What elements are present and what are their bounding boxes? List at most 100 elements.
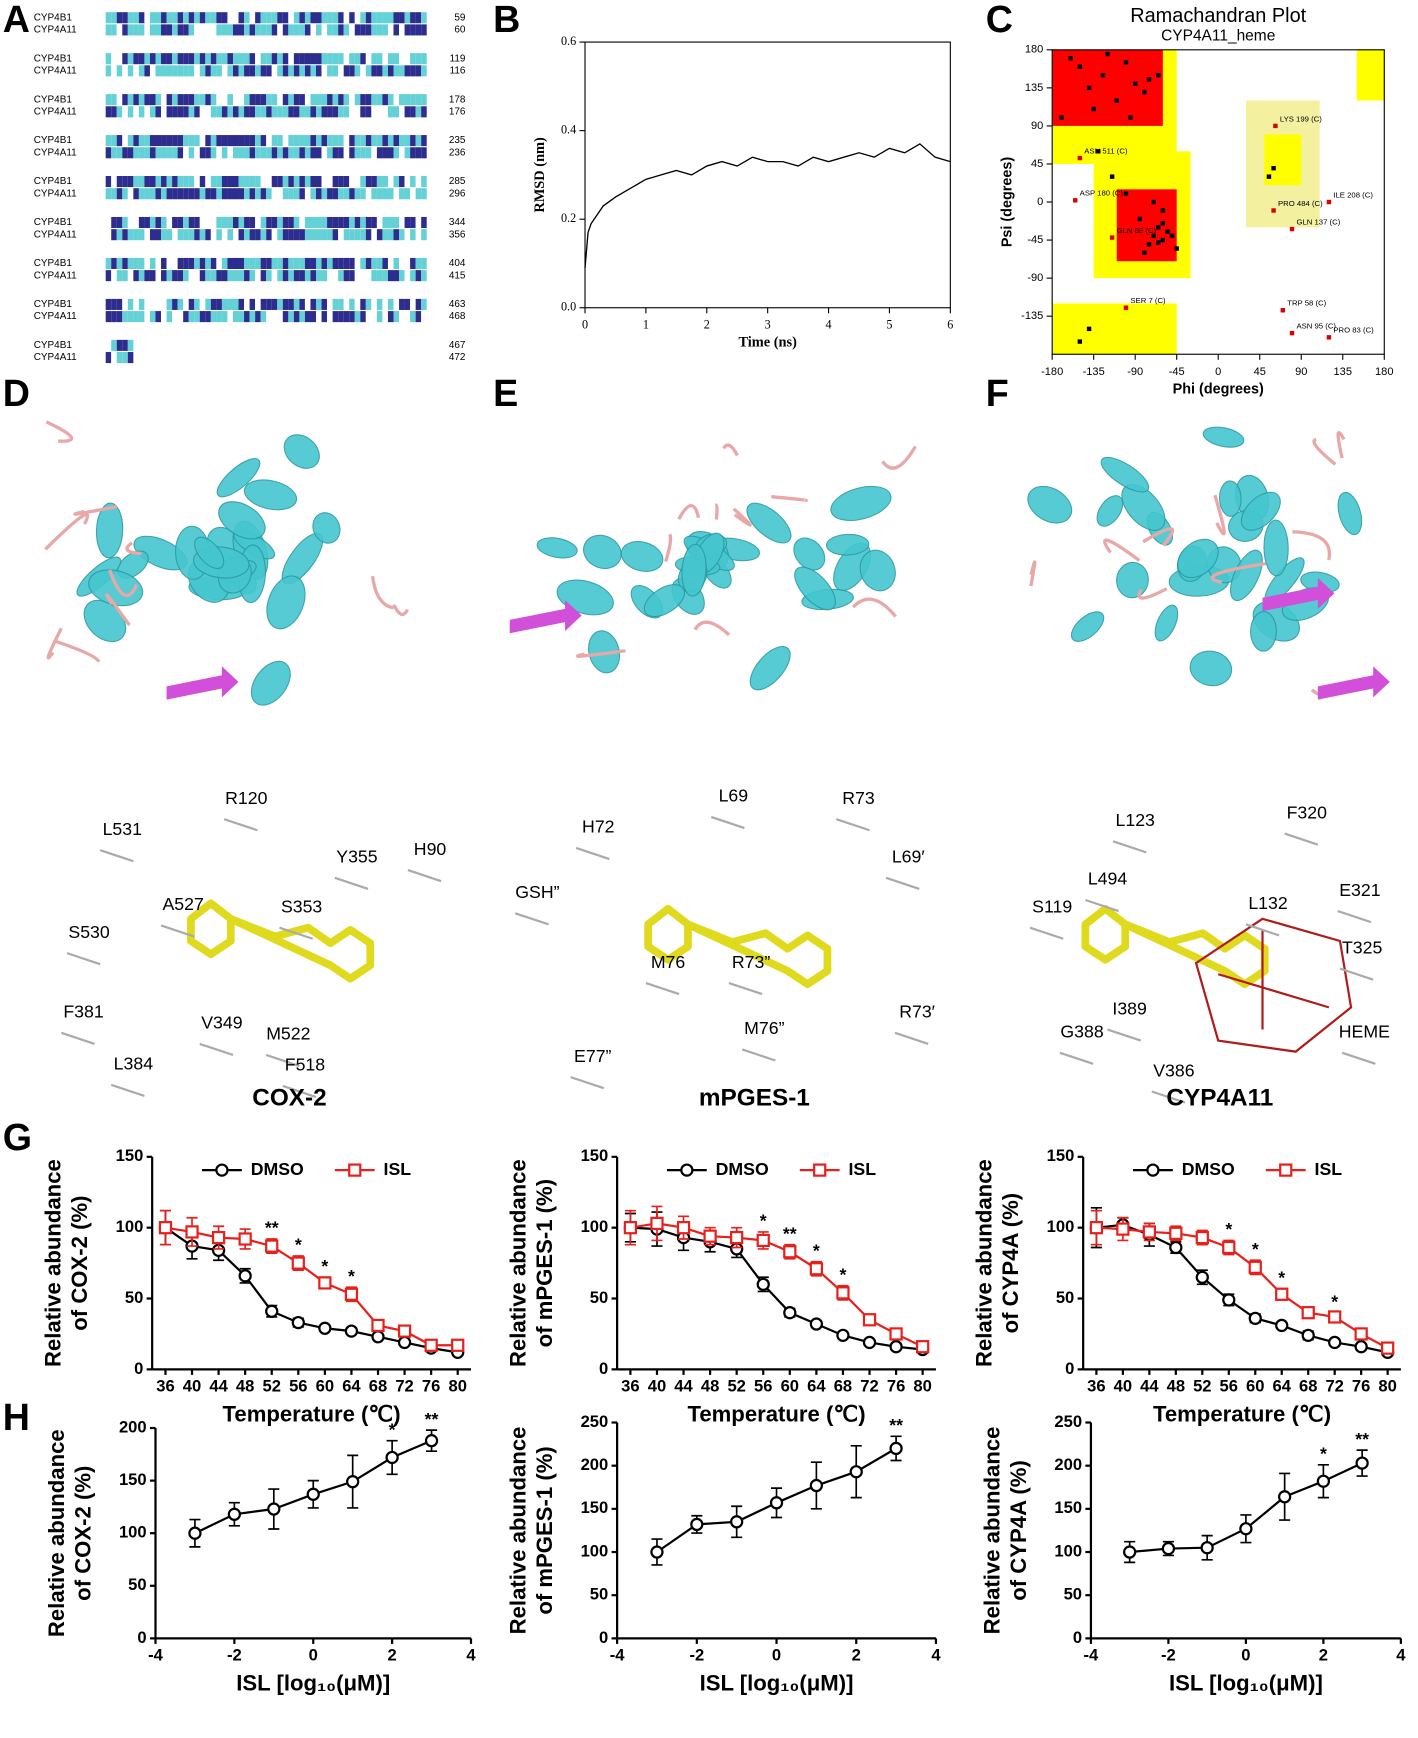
residue-block [404, 53, 411, 65]
residue-block [343, 94, 350, 106]
residue-block [238, 176, 245, 188]
residue-block [144, 106, 150, 118]
residue-stick [334, 876, 369, 890]
residue-block [161, 270, 167, 282]
residue-block [399, 270, 405, 282]
residue-block [255, 176, 261, 188]
significance: * [1278, 1267, 1285, 1287]
residue-block [232, 176, 239, 188]
marker [1169, 1240, 1183, 1255]
residue-block [266, 94, 272, 106]
residue-block [321, 216, 328, 229]
residue-block [199, 12, 206, 24]
x-tick-label: 40 [1114, 1376, 1132, 1395]
residue-block [199, 298, 206, 310]
residue-block [255, 65, 261, 77]
residue-block [238, 257, 245, 270]
residue-block [404, 176, 411, 188]
legend-label: DMSO [251, 1159, 304, 1179]
residue-block [232, 12, 239, 24]
residue-block [227, 176, 233, 188]
residue-label: R73′ [899, 1002, 935, 1022]
residue-block [310, 257, 317, 270]
x-tick-label: 52 [262, 1376, 280, 1395]
point [1160, 208, 1166, 213]
sequence-end: 463 [449, 299, 466, 310]
residue-block [382, 257, 388, 270]
residue-block [249, 298, 256, 310]
residue-block [282, 147, 289, 159]
residue-block [316, 106, 322, 118]
residue-block [371, 311, 377, 323]
residue-block [260, 24, 267, 36]
residue-block [321, 311, 328, 323]
marker [1200, 1541, 1214, 1555]
residue-block [194, 229, 200, 241]
residue-block [177, 53, 184, 65]
point [1151, 233, 1156, 239]
residue-block [371, 176, 377, 188]
y-axis-label: of CYP4A (%) [1006, 1460, 1031, 1601]
marker [836, 1328, 850, 1343]
residue-block [293, 147, 300, 159]
marker [265, 1304, 279, 1318]
residue-block [205, 270, 211, 282]
residue-block [387, 12, 394, 24]
residue-block [166, 298, 173, 310]
residue-block [172, 229, 178, 241]
y-tick-label: 0 [1065, 1359, 1074, 1378]
residue-block [249, 135, 256, 147]
residue-block [365, 229, 372, 241]
residue-block [188, 53, 195, 65]
x-tick-label: 40 [648, 1376, 666, 1395]
residue-block [155, 106, 162, 118]
residue-block [116, 135, 123, 147]
residue-block [399, 24, 405, 36]
residue-block [149, 53, 156, 65]
residue-block [199, 106, 206, 118]
residue-block [360, 94, 366, 106]
residue-block [282, 12, 289, 24]
residue-block [332, 147, 339, 159]
residue-block [393, 12, 400, 24]
residue-block [216, 229, 222, 241]
marker [318, 1321, 332, 1335]
significance: * [1252, 1239, 1259, 1259]
residue-block [105, 147, 112, 159]
marker [371, 1330, 385, 1344]
residue-block [161, 106, 167, 118]
residue-block [349, 53, 355, 65]
residue-block [205, 135, 211, 147]
residue-block [232, 216, 239, 229]
residue-block [232, 135, 239, 147]
residue-block [127, 135, 134, 147]
point [1142, 89, 1147, 95]
marker [703, 1229, 717, 1243]
residue-block [365, 176, 372, 188]
residue-block [338, 24, 344, 36]
residue-block [221, 229, 228, 241]
residue-block [161, 216, 167, 229]
marker [676, 1221, 691, 1235]
residue-block [410, 106, 416, 118]
residue-block [105, 229, 112, 241]
residue-block [310, 53, 317, 65]
x-tick-label: -2 [689, 1645, 704, 1664]
residue-block [404, 147, 411, 159]
residue-block [382, 229, 388, 241]
loop [1210, 562, 1267, 584]
marker [783, 1245, 797, 1259]
residue-block [194, 176, 200, 188]
marker [756, 1233, 770, 1248]
residue-block [188, 257, 195, 270]
residue-block [327, 106, 333, 118]
marker [1355, 1456, 1369, 1470]
x-tick-label: -4 [1084, 1645, 1100, 1664]
residue-label: S530 [68, 922, 109, 942]
residue-block [277, 229, 283, 241]
residue-block [244, 106, 250, 118]
residue-block [122, 229, 128, 241]
helix [1250, 610, 1277, 652]
residue-block [310, 270, 317, 282]
residue-block [293, 24, 300, 36]
